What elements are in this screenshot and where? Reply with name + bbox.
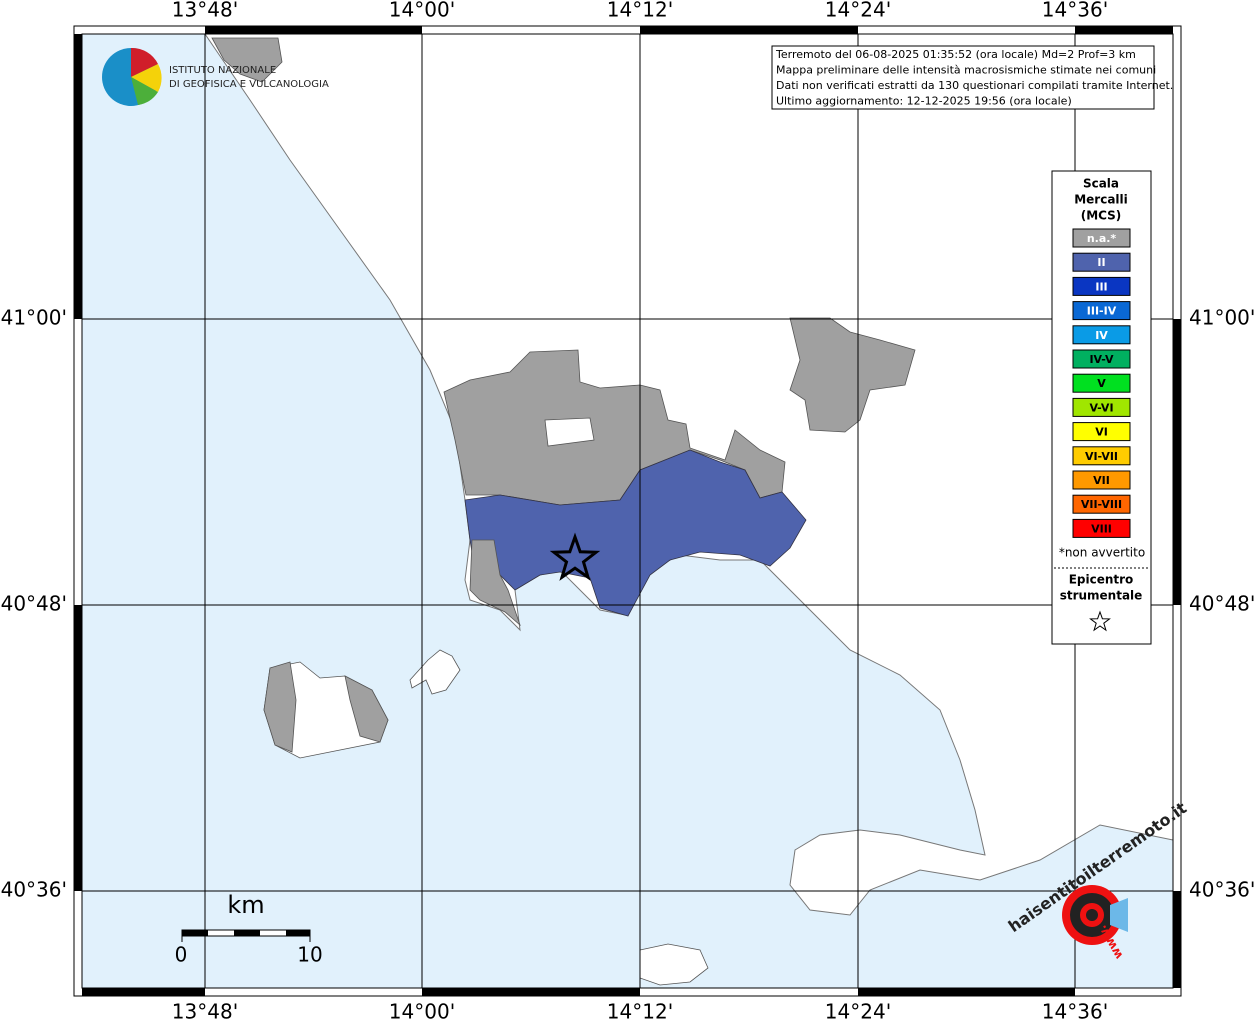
lon-label: 14°24' [825, 1000, 891, 1024]
info-line: Dati non verificati estratti da 130 ques… [776, 79, 1173, 92]
white-enclave [544, 417, 595, 447]
info-line: Terremoto del 06-08-2025 01:35:52 (ora l… [775, 48, 1136, 61]
legend-epicenter: strumentale [1060, 589, 1143, 603]
legend-swatch [1072, 325, 1131, 345]
legend-label: VI-VII [1085, 450, 1118, 463]
legend-label: VI [1095, 426, 1108, 439]
legend-label: VII-VIII [1081, 498, 1122, 511]
legend-epicenter: Epicentro [1069, 573, 1134, 587]
scale-end: 10 [297, 943, 322, 967]
scale-bar [181, 929, 311, 942]
legend-label: III-IV [1087, 305, 1117, 318]
lat-label: 40°36' [1189, 878, 1254, 902]
island-north [211, 37, 283, 83]
legend-swatch [1072, 276, 1131, 296]
legend-swatch [1072, 301, 1131, 321]
lon-label: 14°24' [825, 0, 891, 22]
legend-swatch [1072, 470, 1131, 490]
info-line: Ultimo aggiornamento: 12-12-2025 19:56 (… [776, 95, 1072, 108]
legend-title: (MCS) [1081, 209, 1122, 223]
legend-swatch [1072, 228, 1131, 248]
scale-start: 0 [175, 943, 188, 967]
legend-swatch [1072, 518, 1131, 538]
legend-title: Mercalli [1074, 193, 1128, 207]
legend-swatch [1072, 252, 1131, 272]
legend-note: *non avvertito [1059, 546, 1145, 560]
legend-label: V [1097, 377, 1106, 390]
ischia-grey [263, 661, 389, 753]
procida [409, 649, 461, 695]
intensity-II-area [464, 449, 807, 617]
lat-label: 40°48' [1, 592, 67, 616]
legend-swatch [1072, 349, 1131, 369]
lon-label: 14°00' [389, 0, 455, 22]
legend-label: II [1097, 256, 1105, 269]
epicenter-star [549, 532, 601, 581]
lon-label: 13°48' [172, 1000, 238, 1024]
lat-label: 41°00' [1189, 306, 1254, 330]
info-box [771, 45, 1155, 110]
lon-label: 14°00' [389, 1000, 455, 1024]
legend-label: IV-V [1089, 353, 1114, 366]
legend-label: n.a.* [1087, 232, 1117, 245]
lon-label: 14°12' [607, 1000, 673, 1024]
lon-label: 14°36' [1042, 0, 1108, 22]
lon-label: 14°36' [1042, 1000, 1108, 1024]
logo-text: ISTITUTO NAZIONALE [169, 65, 276, 76]
lon-label: 14°12' [607, 0, 673, 22]
lat-label: 40°36' [1, 878, 67, 902]
legend-label: VIII [1091, 522, 1112, 535]
frame [73, 25, 1182, 997]
legend-swatch [1072, 373, 1131, 393]
municipality-east [789, 317, 916, 433]
lat-label: 40°48' [1189, 592, 1254, 616]
pozzuoli-grey [469, 539, 521, 627]
info-line: Mappa preliminare delle intensità macros… [776, 64, 1156, 77]
lon-label: 13°48' [172, 0, 238, 22]
lat-label: 41°00' [1, 306, 67, 330]
legend-star [1089, 610, 1111, 632]
legend-swatch [1072, 397, 1131, 417]
legend-label: III [1095, 280, 1107, 293]
legend-swatch [1072, 446, 1131, 466]
scale-unit: km [227, 891, 264, 919]
legend-swatch [1072, 494, 1131, 514]
legend-label: VII [1093, 474, 1110, 487]
legend-swatch [1072, 422, 1131, 442]
legend-label: IV [1095, 329, 1108, 342]
logo-text: DI GEOFISICA E VULCANOLOGIA [169, 79, 329, 90]
ingv-logo: ISTITUTO NAZIONALE DI GEOFISICA E VULCAN… [102, 47, 329, 106]
legend-title: Scala [1083, 177, 1119, 191]
legend-label: V-VI [1089, 401, 1113, 414]
capri [639, 943, 709, 986]
